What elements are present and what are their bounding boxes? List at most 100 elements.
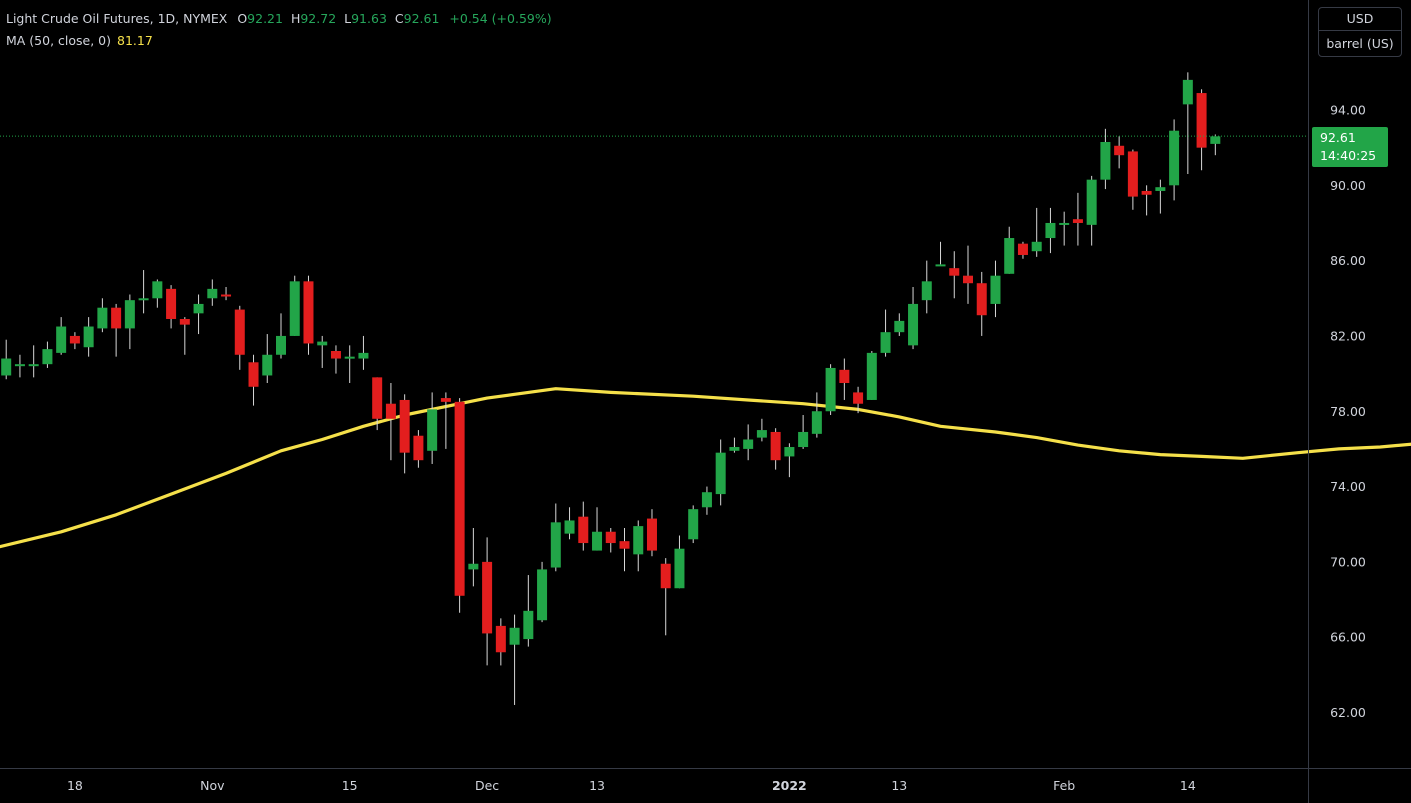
candle-body	[1127, 151, 1138, 197]
candle-body	[234, 309, 245, 355]
candle	[358, 335, 369, 370]
candle	[1072, 192, 1083, 246]
time-tick-label: 2022	[772, 778, 807, 793]
candle-body	[276, 335, 286, 355]
candle	[743, 424, 754, 461]
candle-body	[688, 509, 699, 540]
ma-line	[0, 387, 1411, 549]
time-tick-label: Nov	[200, 778, 225, 793]
candle-body	[660, 563, 671, 589]
candle	[344, 345, 355, 384]
candle	[166, 285, 177, 329]
candle-body	[990, 275, 1001, 304]
currency-label[interactable]: USD	[1319, 8, 1401, 31]
candle-body	[468, 563, 479, 570]
last-price-value: 92.61	[1320, 130, 1356, 145]
candle	[866, 351, 877, 400]
candle-body	[1072, 219, 1083, 223]
candle	[111, 303, 122, 357]
candle-body	[963, 275, 973, 284]
candle	[715, 439, 726, 506]
price-axis[interactable]: 62.00 66.00 70.00 74.00 78.00 82.00 86.00 90.00…	[1330, 103, 1366, 721]
high-value: 92.72	[300, 11, 337, 26]
chart-legend: Light Crude Oil Futures, 1D, NYMEX O92.2…	[6, 8, 552, 52]
candle-body	[372, 377, 383, 419]
candle	[14, 354, 25, 378]
candle	[262, 334, 273, 384]
candle-body	[509, 627, 520, 645]
candle-body	[674, 548, 685, 589]
candle-body	[262, 354, 273, 376]
candle	[578, 501, 589, 551]
candle-body	[427, 409, 438, 451]
candle	[317, 335, 328, 368]
candle-body	[14, 364, 25, 367]
candle-body	[1182, 79, 1193, 105]
candle-body	[207, 288, 218, 299]
candle-body	[399, 399, 410, 453]
candle	[193, 294, 204, 335]
candle	[688, 505, 699, 544]
candle-body	[1169, 130, 1180, 186]
candle	[289, 275, 300, 336]
candle	[619, 527, 630, 572]
candle-body	[1210, 136, 1221, 144]
candle-body	[248, 362, 259, 387]
time-tick-label: Feb	[1053, 778, 1075, 793]
candle	[770, 428, 781, 470]
candle	[1127, 149, 1138, 210]
unit-label[interactable]: barrel (US)	[1326, 36, 1394, 51]
candle-body	[495, 625, 506, 653]
price-tick-label: 70.00	[1330, 554, 1366, 569]
candle-body	[1114, 145, 1125, 156]
close-value: 92.61	[403, 11, 440, 26]
candle-body	[42, 349, 53, 365]
symbol-title[interactable]: Light Crude Oil Futures, 1D, NYMEX	[6, 11, 228, 26]
candle	[495, 618, 506, 666]
candle	[276, 313, 286, 359]
candles	[1, 72, 1221, 705]
ma-legend-row[interactable]: MA (50, close, 0) 81.17	[6, 30, 552, 52]
candle	[798, 415, 809, 449]
currency-unit-selector[interactable]: USD barrel (US)	[1318, 7, 1402, 57]
candle	[908, 286, 919, 350]
candle-body	[1004, 238, 1015, 274]
candle	[756, 418, 767, 442]
price-tick-label: 94.00	[1330, 103, 1366, 118]
candle	[83, 317, 94, 357]
candle-body	[166, 288, 177, 319]
candle-body	[866, 352, 877, 400]
candle-body	[646, 518, 657, 551]
candle-body	[1017, 243, 1028, 255]
candle	[427, 392, 438, 464]
candle-body	[1141, 190, 1152, 195]
time-tick-label: 18	[67, 778, 83, 793]
candle-body	[97, 307, 108, 329]
candle-body	[1196, 93, 1207, 148]
candle-body	[729, 447, 740, 451]
candle-body	[221, 294, 232, 297]
time-tick-label: Dec	[475, 778, 499, 793]
candle	[550, 503, 561, 572]
price-tick-label: 90.00	[1330, 178, 1366, 193]
candle	[138, 270, 149, 314]
candle-body	[482, 561, 493, 634]
candle	[234, 305, 245, 370]
candle-body	[743, 439, 754, 449]
candle-body	[454, 401, 465, 596]
candle	[124, 294, 135, 350]
candle	[1114, 136, 1125, 169]
candle	[482, 537, 493, 666]
candle-body	[715, 452, 726, 495]
candle	[1210, 134, 1221, 156]
time-axis[interactable]: 18 Nov 15 Dec 13 2022 13 Feb 14	[67, 778, 1196, 793]
candle-body	[193, 303, 204, 314]
candle-body	[1086, 179, 1097, 225]
candle	[674, 535, 685, 589]
candle	[1141, 185, 1152, 216]
candle	[221, 286, 232, 301]
open-value: 92.21	[247, 11, 283, 26]
candle-body	[798, 431, 809, 448]
candle	[853, 386, 864, 414]
